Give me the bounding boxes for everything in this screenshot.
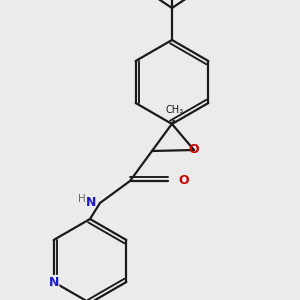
Text: O: O (189, 143, 199, 157)
Text: N: N (48, 275, 59, 289)
Text: N: N (49, 277, 58, 287)
Text: N: N (85, 196, 96, 209)
Text: CH₃: CH₃ (166, 105, 184, 115)
Text: O: O (178, 173, 189, 187)
Text: H: H (78, 194, 86, 204)
